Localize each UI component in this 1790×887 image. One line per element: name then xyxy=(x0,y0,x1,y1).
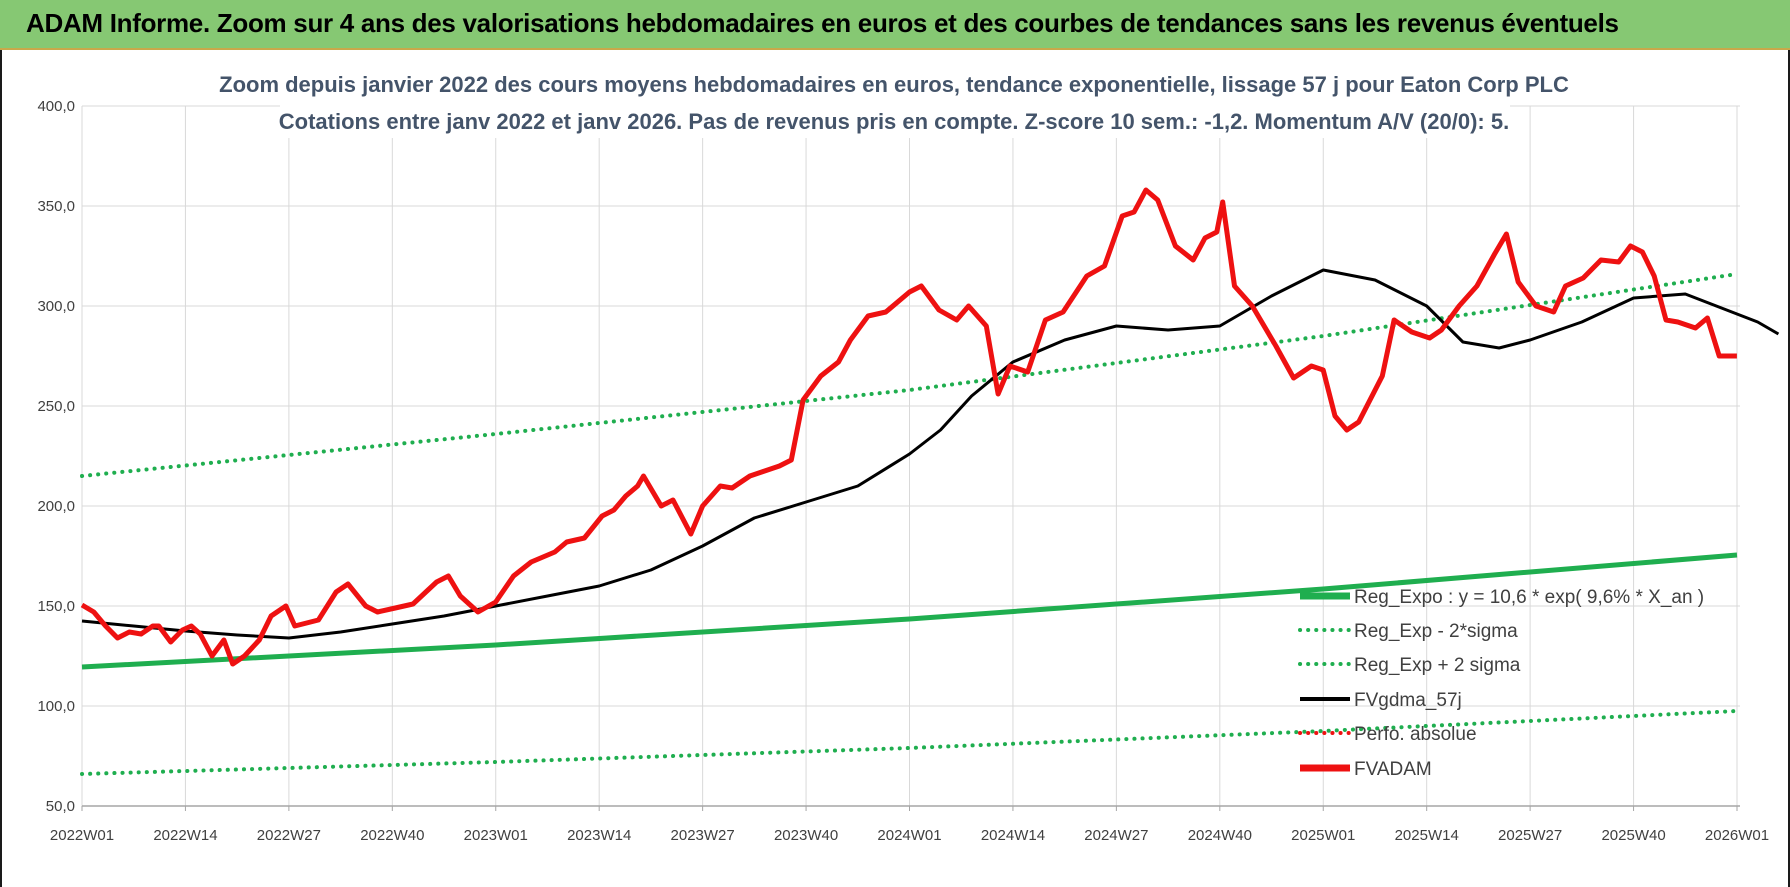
chart-title-line-1: Zoom depuis janvier 2022 des cours moyen… xyxy=(219,72,1569,97)
x-tick-label: 2024W01 xyxy=(877,827,941,844)
report-title: ADAM Informe. Zoom sur 4 ans des valoris… xyxy=(26,8,1619,38)
x-tick-label: 2025W27 xyxy=(1498,827,1562,844)
x-tick-label: 2022W14 xyxy=(153,827,217,844)
series-reg-exp-plus-2-sigma xyxy=(80,272,1739,478)
y-tick-label: 350,0 xyxy=(37,198,75,215)
legend-entry: FVADAM xyxy=(1354,759,1432,780)
title-backdrop xyxy=(280,72,1510,138)
legend: Reg_Expo : y = 10,6 * exp( 9,6% * X_an )… xyxy=(1298,587,1704,780)
x-tick-label: 2023W01 xyxy=(464,827,528,844)
y-tick-label: 200,0 xyxy=(37,498,75,515)
x-tick-label: 2023W27 xyxy=(671,827,735,844)
x-tick-label: 2025W01 xyxy=(1291,827,1355,844)
y-tick-label: 150,0 xyxy=(37,598,75,615)
x-tick-label: 2023W40 xyxy=(774,827,838,844)
y-tick-label: 50,0 xyxy=(46,798,75,815)
x-tick-label: 2025W40 xyxy=(1601,827,1665,844)
x-tick-label: 2022W40 xyxy=(360,827,424,844)
x-tick-label: 2022W01 xyxy=(50,827,114,844)
x-axis: 2022W01 2022W14 2022W27 2022W40 2023W01 2023W… xyxy=(50,805,1769,844)
x-tick-label: 2025W14 xyxy=(1395,827,1459,844)
chart-title-line-2: Cotations entre janv 2022 et janv 2026. … xyxy=(279,109,1509,134)
legend-entry: Reg_Exp + 2 sigma xyxy=(1354,655,1521,676)
series-layer xyxy=(80,187,1780,776)
legend-entry: Reg_Exp - 2*sigma xyxy=(1354,621,1518,642)
series-fvgdma-57j xyxy=(81,268,1780,640)
x-tick-label: 2024W14 xyxy=(981,827,1045,844)
y-tick-label: 300,0 xyxy=(37,298,75,315)
series-reg-expo xyxy=(81,552,1738,670)
chart-frame xyxy=(0,50,1790,887)
series-fvadam xyxy=(80,187,1737,667)
legend-entry: Reg_Expo : y = 10,6 * exp( 9,6% * X_an ) xyxy=(1354,587,1704,608)
legend-entry: FVgdma_57j xyxy=(1354,690,1462,711)
x-tick-label: 2023W14 xyxy=(567,827,631,844)
x-tick-label: 2026W01 xyxy=(1705,827,1769,844)
y-tick-label: 100,0 xyxy=(37,698,75,715)
series-reg-exp-minus-2-sigma xyxy=(80,709,1739,776)
y-tick-label: 250,0 xyxy=(37,398,75,415)
header-banner: ADAM Informe. Zoom sur 4 ans des valoris… xyxy=(0,0,1790,50)
grid xyxy=(81,105,1740,807)
x-tick-label: 2024W40 xyxy=(1188,827,1252,844)
legend-entry: Perfo. absolue xyxy=(1354,724,1477,745)
y-axis: 400,0 350,0 300,0 250,0 200,0 150,0 100,0 50,0 xyxy=(37,98,75,815)
y-tick-label: 400,0 xyxy=(37,98,75,115)
x-tick-label: 2024W27 xyxy=(1084,827,1148,844)
x-tick-label: 2022W27 xyxy=(257,827,321,844)
